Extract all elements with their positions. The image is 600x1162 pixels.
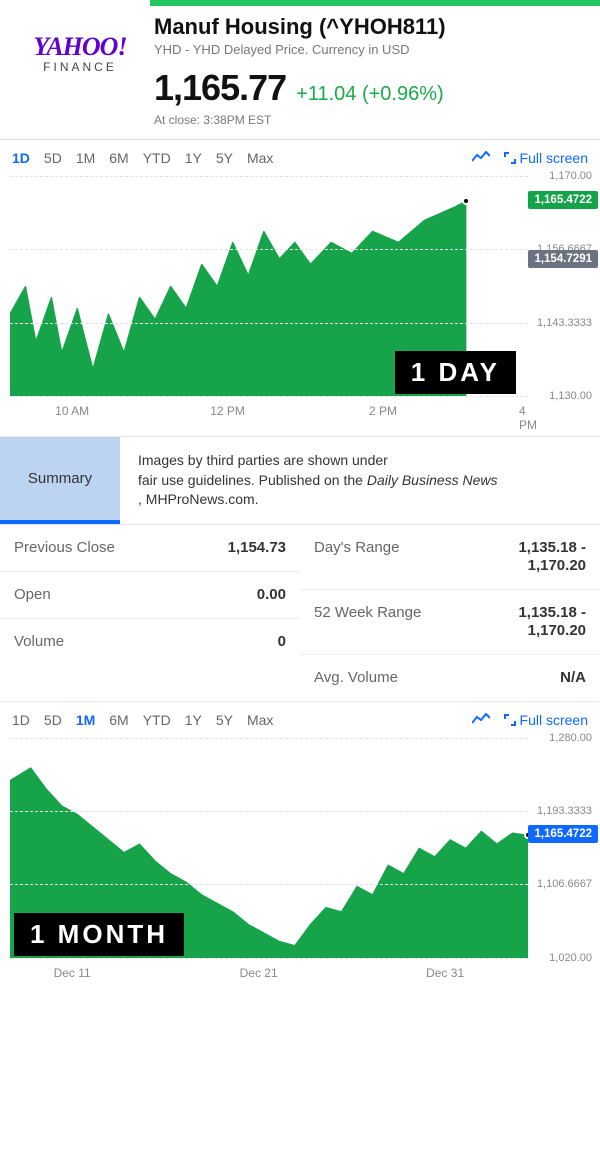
stat-value: 0 [278, 633, 286, 651]
gridline [10, 176, 528, 177]
chart-type-icon[interactable] [472, 712, 490, 728]
chart2-xaxis: Dec 11 Dec 21 Dec 31 [10, 958, 528, 988]
stat-value: 1,154.73 [228, 539, 286, 557]
stat-row: Day's Range 1,135.18 - 1,170.20 [300, 525, 600, 590]
fullscreen-label: Full screen [520, 712, 588, 728]
stat-value: 1,135.18 - 1,170.20 [518, 539, 586, 575]
stat-label: Day's Range [314, 539, 399, 575]
stat-row: 52 Week Range 1,135.18 - 1,170.20 [300, 590, 600, 655]
gridline [10, 323, 528, 324]
chart2-range-bar: 1D 5D 1M 6M YTD 1Y 5Y Max Full screen [0, 702, 600, 738]
range-1y[interactable]: 1Y [185, 712, 202, 728]
chart-type-icon[interactable] [472, 150, 490, 166]
range-6m[interactable]: 6M [109, 150, 128, 166]
y-axis-label: 1,130.00 [547, 390, 594, 402]
stat-label: Avg. Volume [314, 669, 398, 687]
stats-table: Previous Close 1,154.73 Open 0.00 Volume 0 Da… [0, 525, 600, 702]
fullscreen-label: Full screen [520, 150, 588, 166]
chart-period-badge: 1 MONTH [14, 913, 184, 956]
attribution-note: Images by third parties are shown underf… [120, 437, 600, 524]
range-1m[interactable]: 1M [76, 712, 95, 728]
range-ytd[interactable]: YTD [143, 712, 171, 728]
last-price: 1,165.77 [154, 67, 286, 109]
range-1m[interactable]: 1M [76, 150, 95, 166]
fullscreen-button[interactable]: Full screen [504, 712, 588, 728]
y-axis-label: 1,170.00 [547, 170, 594, 182]
x-axis-label: 2 PM [369, 404, 397, 418]
range-5d[interactable]: 5D [44, 150, 62, 166]
range-5d[interactable]: 5D [44, 712, 62, 728]
chart1: 1,170.001,156.66671,143.33331,130.001,16… [0, 176, 600, 436]
range-1d[interactable]: 1D [12, 150, 30, 166]
y-axis-label: 1,280.00 [547, 732, 594, 744]
quote-header: YAHOO! FINANCE Manuf Housing (^YHOH811) … [0, 6, 600, 139]
price-change: +11.04 (+0.96%) [296, 83, 444, 106]
range-ytd[interactable]: YTD [143, 150, 171, 166]
stat-row: Open 0.00 [0, 572, 300, 619]
y-axis-label: 1,193.3333 [535, 805, 594, 817]
chart-period-badge: 1 DAY [395, 351, 516, 394]
stat-row: Avg. Volume N/A [300, 655, 600, 701]
stat-label: Volume [14, 633, 64, 651]
gridline [10, 884, 528, 885]
tab-summary[interactable]: Summary [0, 437, 120, 524]
stat-value: N/A [560, 669, 586, 687]
logo-text-finance: FINANCE [10, 60, 150, 74]
price-marker [462, 197, 470, 205]
range-5y[interactable]: 5Y [216, 150, 233, 166]
gridline [10, 738, 528, 739]
x-axis-label: 4 PM [519, 404, 537, 432]
price-flag: 1,154.7291 [528, 250, 598, 268]
chart2: 1,280.001,193.33331,106.66671,020.001,16… [0, 738, 600, 998]
x-axis-label: 10 AM [55, 404, 89, 418]
summary-row: Summary Images by third parties are show… [0, 436, 600, 525]
range-5y[interactable]: 5Y [216, 712, 233, 728]
chart1-xaxis: 10 AM12 PM2 PM4 PM [10, 396, 528, 426]
x-axis-label: Dec 31 [426, 966, 464, 980]
y-axis-label: 1,020.00 [547, 952, 594, 964]
fullscreen-button[interactable]: Full screen [504, 150, 588, 166]
stat-label: 52 Week Range [314, 604, 421, 640]
range-1y[interactable]: 1Y [185, 150, 202, 166]
stat-row: Volume 0 [0, 619, 300, 665]
chart1-range-bar: 1D 5D 1M 6M YTD 1Y 5Y Max Full screen [0, 140, 600, 176]
stat-value: 1,135.18 - 1,170.20 [518, 604, 586, 640]
instrument-title: Manuf Housing (^YHOH811) [154, 14, 590, 40]
x-axis-label: Dec 21 [240, 966, 278, 980]
stat-label: Previous Close [14, 539, 115, 557]
logo-text-yahoo: YAHOO! [10, 32, 150, 62]
instrument-subtitle: YHD - YHD Delayed Price. Currency in USD [154, 42, 590, 57]
range-6m[interactable]: 6M [109, 712, 128, 728]
range-1d[interactable]: 1D [12, 712, 30, 728]
price-flag: 1,165.4722 [528, 825, 598, 843]
y-axis-label: 1,143.3333 [535, 317, 594, 329]
gridline [10, 811, 528, 812]
yahoo-finance-logo: YAHOO! FINANCE [10, 14, 150, 74]
close-timestamp: At close: 3:38PM EST [154, 113, 590, 127]
gridline [10, 249, 528, 250]
range-max[interactable]: Max [247, 150, 273, 166]
range-max[interactable]: Max [247, 712, 273, 728]
stat-value: 0.00 [257, 586, 286, 604]
price-flag: 1,165.4722 [528, 191, 598, 209]
y-axis-label: 1,106.6667 [535, 878, 594, 890]
stat-row: Previous Close 1,154.73 [0, 525, 300, 572]
x-axis-label: Dec 11 [54, 966, 91, 980]
stat-label: Open [14, 586, 51, 604]
x-axis-label: 12 PM [210, 404, 245, 418]
